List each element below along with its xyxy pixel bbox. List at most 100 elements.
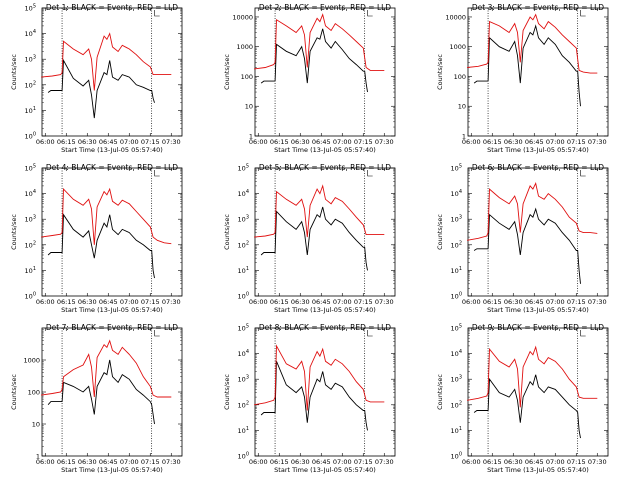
y-tick-label: 103 xyxy=(451,215,462,224)
corner-glyph xyxy=(154,10,160,17)
x-tick-label: 07:00 xyxy=(546,458,565,466)
x-tick-label: 06:00 xyxy=(249,458,268,466)
x-tick-label: 07:00 xyxy=(333,138,352,146)
y-tick-label: 10 xyxy=(458,103,466,111)
series-line-events xyxy=(260,206,368,271)
y-tick-label: 105 xyxy=(238,324,249,333)
plot-frame xyxy=(467,7,609,137)
plot-frame xyxy=(254,7,396,137)
corner-glyph xyxy=(580,170,586,177)
series-line-lld xyxy=(254,344,385,411)
series-line-events xyxy=(473,207,581,284)
y-tick-label: 10000 xyxy=(445,13,466,21)
y-tick-label: 102 xyxy=(451,400,462,409)
x-tick-label: 07:30 xyxy=(588,138,607,146)
x-tick-label: 07:30 xyxy=(375,298,394,306)
y-tick-label: 102 xyxy=(238,400,249,409)
y-tick-label: 105 xyxy=(25,4,36,13)
y-tick-label: 104 xyxy=(25,29,36,38)
series-line-lld xyxy=(467,13,598,74)
x-tick-label: 07:30 xyxy=(588,458,607,466)
plot-frame xyxy=(41,167,183,297)
y-tick-label: 104 xyxy=(238,189,249,198)
y-axis-label: Counts/sec xyxy=(436,374,444,410)
chart-panel-7: Det 7: BLACK = Events, RED = LLD 06:00 06:… xyxy=(10,323,183,474)
x-tick-label: 07:15 xyxy=(354,298,373,306)
x-tick-label: 07:15 xyxy=(567,138,586,146)
y-tick-label: 1 xyxy=(249,133,253,141)
x-tick-label: 06:00 xyxy=(36,298,55,306)
x-tick-label: 06:45 xyxy=(99,298,118,306)
x-axis-label: Start Time (13-Jul-05 05:57:40) xyxy=(61,146,163,154)
y-tick-label: 1000 xyxy=(23,357,40,365)
y-tick-label: 1 xyxy=(36,453,40,461)
y-tick-label: 101 xyxy=(451,266,462,275)
x-tick-label: 06:45 xyxy=(99,458,118,466)
x-tick-label: 06:30 xyxy=(78,458,97,466)
x-tick-label: 07:30 xyxy=(375,138,394,146)
x-tick-label: 06:15 xyxy=(270,138,289,146)
y-tick-label: 104 xyxy=(25,189,36,198)
chart-title: Det 7: BLACK = Events, RED = LLD xyxy=(46,323,178,332)
y-tick-label: 100 xyxy=(238,452,249,461)
series-line-lld xyxy=(467,182,598,241)
y-tick-label: 1000 xyxy=(236,43,253,51)
y-axis-label: Counts/sec xyxy=(10,54,18,90)
x-tick-label: 06:30 xyxy=(504,298,523,306)
plot-frame xyxy=(41,7,183,137)
series-line-lld xyxy=(254,184,385,238)
y-tick-label: 101 xyxy=(451,426,462,435)
x-axis-label: Start Time (13-Jul-05 05:57:40) xyxy=(487,466,589,474)
plot-frame xyxy=(254,167,396,297)
y-tick-label: 10 xyxy=(245,103,253,111)
y-tick-label: 100 xyxy=(28,389,40,397)
y-axis-label: Counts/sec xyxy=(223,214,231,250)
corner-glyph xyxy=(367,10,373,17)
y-tick-label: 100 xyxy=(454,73,466,81)
x-tick-label: 07:15 xyxy=(141,138,160,146)
y-tick-label: 102 xyxy=(451,240,462,249)
y-tick-label: 101 xyxy=(25,106,36,115)
x-tick-label: 07:15 xyxy=(141,458,160,466)
y-tick-label: 102 xyxy=(25,240,36,249)
x-tick-label: 07:30 xyxy=(375,458,394,466)
x-tick-label: 07:15 xyxy=(354,458,373,466)
x-axis-label: Start Time (13-Jul-05 05:57:40) xyxy=(274,146,376,154)
x-tick-label: 06:15 xyxy=(483,458,502,466)
x-tick-label: 06:00 xyxy=(462,138,481,146)
x-tick-label: 07:00 xyxy=(333,298,352,306)
x-tick-label: 07:30 xyxy=(588,298,607,306)
x-tick-label: 07:15 xyxy=(141,298,160,306)
x-tick-label: 06:30 xyxy=(291,458,310,466)
y-tick-label: 104 xyxy=(451,349,462,358)
y-tick-label: 101 xyxy=(25,266,36,275)
y-tick-label: 103 xyxy=(451,375,462,384)
x-tick-label: 07:00 xyxy=(120,458,139,466)
y-tick-label: 100 xyxy=(238,292,249,301)
x-axis-label: Start Time (13-Jul-05 05:57:40) xyxy=(61,306,163,314)
y-tick-label: 100 xyxy=(25,292,36,301)
y-tick-label: 1 xyxy=(462,133,466,141)
y-tick-label: 100 xyxy=(241,73,253,81)
x-tick-label: 06:30 xyxy=(291,138,310,146)
series-line-lld xyxy=(41,187,172,245)
x-tick-label: 06:15 xyxy=(57,138,76,146)
plot-frame xyxy=(467,327,609,457)
series-line-events xyxy=(47,58,155,119)
chart-title: Det 1: BLACK = Events, RED = LLD xyxy=(46,3,178,12)
x-tick-label: 06:30 xyxy=(504,138,523,146)
x-tick-label: 06:00 xyxy=(462,298,481,306)
x-tick-label: 06:00 xyxy=(36,458,55,466)
corner-glyph xyxy=(580,10,586,17)
x-tick-label: 07:15 xyxy=(354,138,373,146)
y-axis-label: Counts/sec xyxy=(10,374,18,410)
plot-frame xyxy=(254,327,396,457)
y-axis-label: Counts/sec xyxy=(223,374,231,410)
y-tick-label: 103 xyxy=(238,215,249,224)
